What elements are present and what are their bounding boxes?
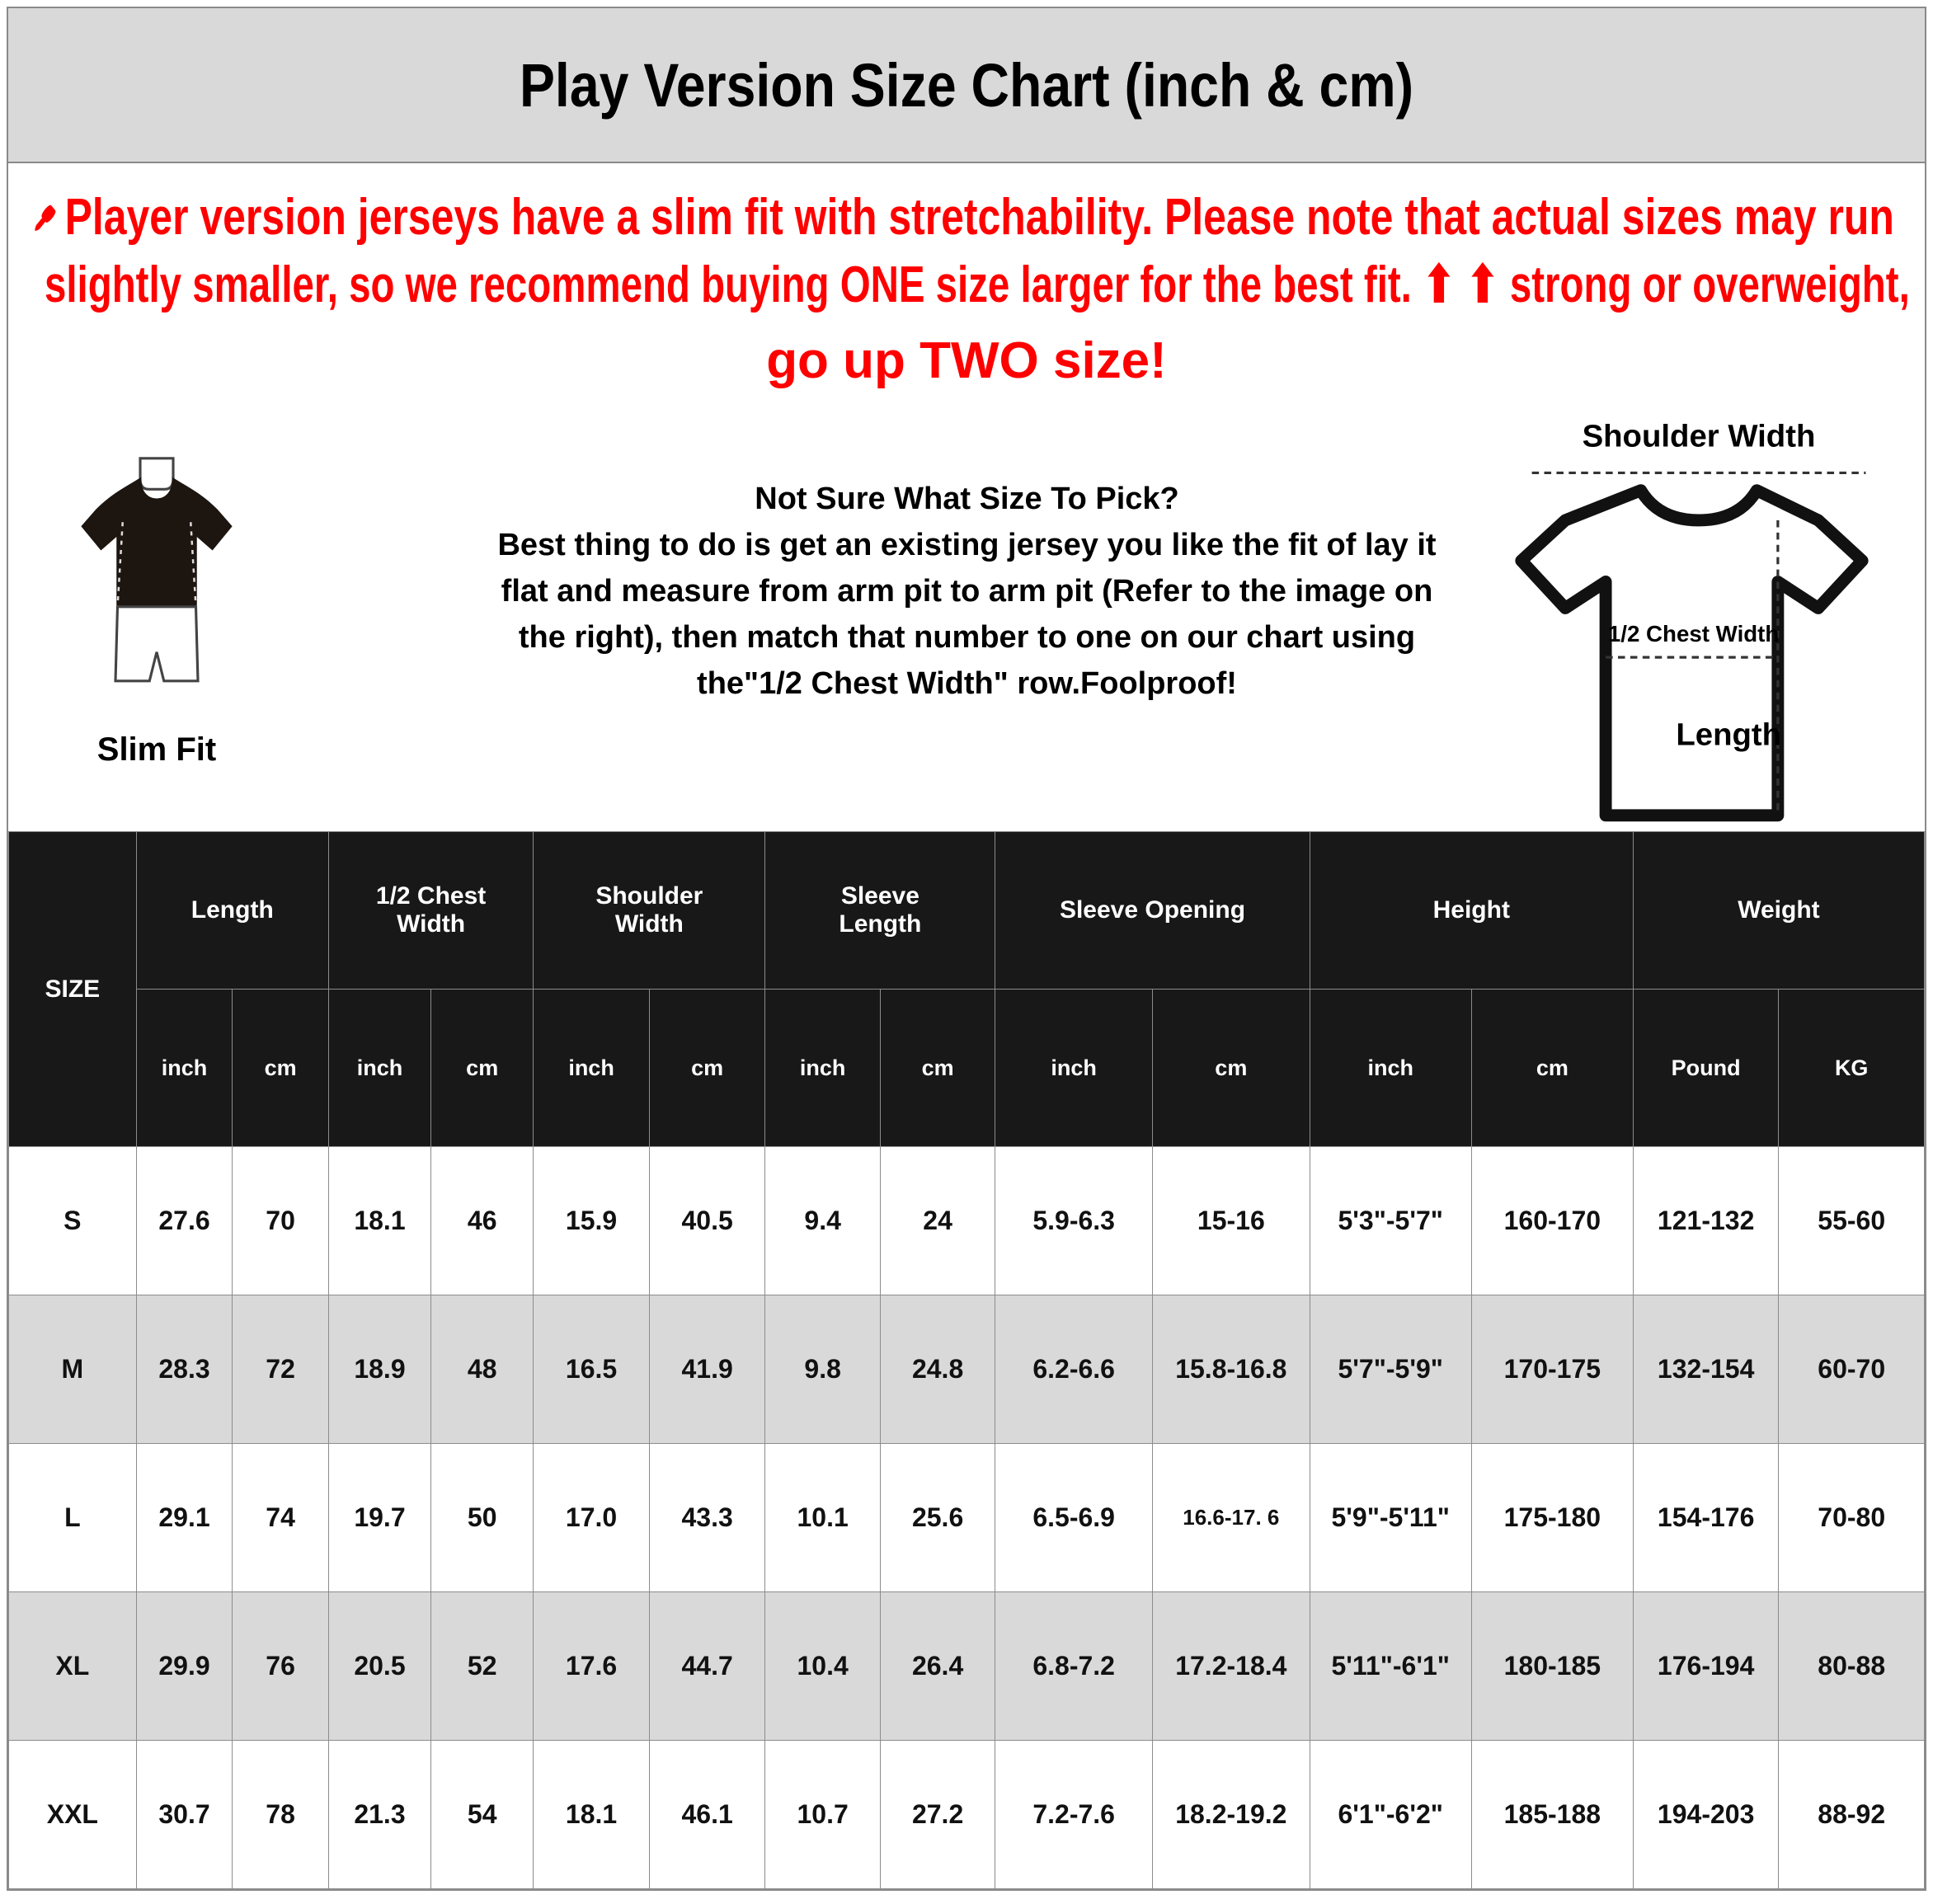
svg-text:1/2 Chest Width: 1/2 Chest Width: [1608, 621, 1779, 646]
svg-text:Shoulder Width: Shoulder Width: [1583, 418, 1816, 454]
svg-text:Length: Length: [1676, 717, 1781, 753]
